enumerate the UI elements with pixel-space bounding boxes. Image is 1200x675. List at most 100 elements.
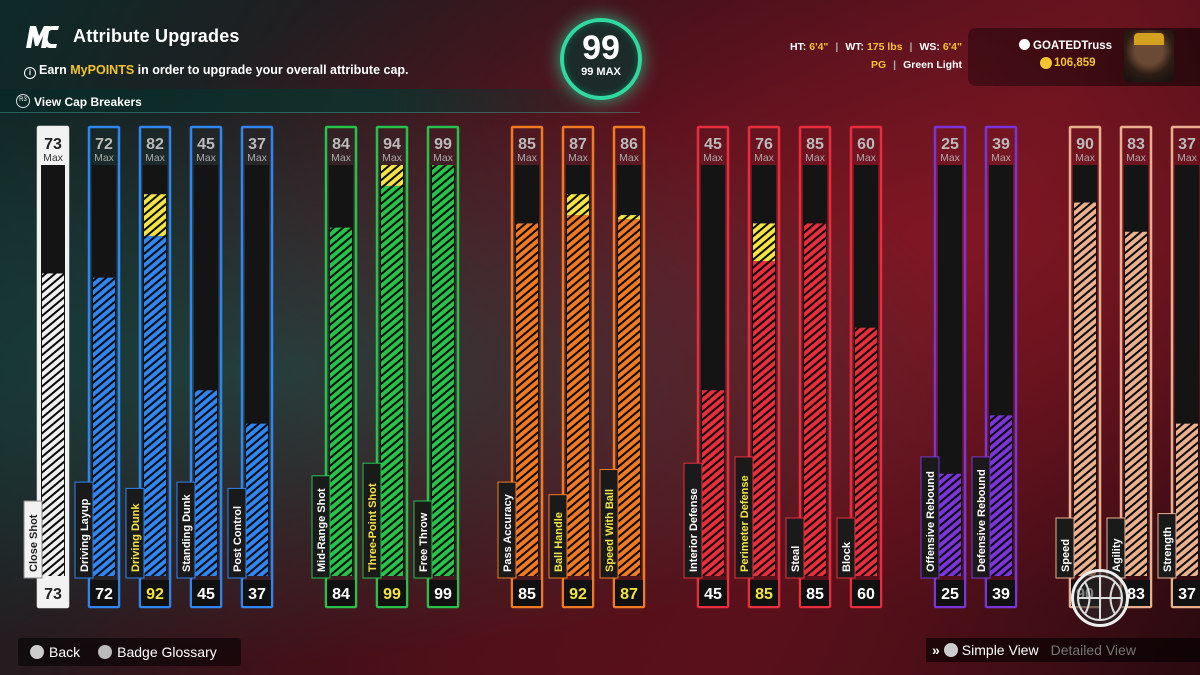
bar-max-label: Max (1177, 152, 1198, 164)
bar-max-label: Max (568, 152, 589, 164)
overall-max-label: 99 MAX (581, 66, 621, 78)
simple-view-button[interactable]: Simple View (961, 642, 1039, 658)
basketball-icon (1071, 569, 1129, 627)
bar-frame (933, 125, 967, 609)
bar-frame (510, 125, 544, 609)
bar-max-label: Max (433, 152, 454, 164)
bar-upgrade-fill (567, 194, 589, 216)
bar-fill (567, 215, 589, 576)
bar-value-box (987, 580, 1015, 606)
square-button-icon (98, 645, 113, 659)
bar-value-box (615, 580, 643, 606)
bar-current-value: 85 (518, 586, 536, 603)
bar-frame (240, 125, 274, 609)
badge-glossary-button[interactable]: Badge Glossary (98, 644, 217, 660)
footer-controls: Back Badge Glossary (18, 638, 241, 666)
bar-attribute-name: Ball Handle (553, 512, 565, 572)
bar-label-tab (362, 462, 382, 579)
bar-current-value: 45 (704, 586, 722, 603)
earn-instructions: i Earn MyPOINTS in order to upgrade your … (24, 63, 409, 79)
bar-max-value: 39 (992, 136, 1010, 153)
bar-value-box (243, 580, 271, 606)
bar-max-value: 37 (1178, 136, 1196, 153)
bar-max-value: 90 (1076, 136, 1094, 153)
bar-max-label: Max (517, 152, 538, 164)
bar-max-label: Max (1126, 152, 1147, 164)
cap-breakers-bar[interactable] (0, 89, 640, 113)
bar-fill (804, 223, 826, 576)
bar-current-value: 83 (1127, 586, 1145, 603)
bar-value-box (39, 580, 67, 606)
bar-max-value: 72 (95, 136, 113, 153)
bar-max-label: Max (382, 152, 403, 164)
bar-attribute-name: Interior Defense (688, 488, 700, 572)
bar-attribute-name: Three-Point Shot (367, 483, 379, 572)
bar-fill (1074, 202, 1096, 576)
bar-max-label: Max (145, 152, 166, 164)
bar-current-value: 60 (857, 586, 875, 603)
bar-attribute-name: Standing Dunk (181, 494, 193, 572)
bar-frame (138, 125, 172, 609)
detailed-view-button[interactable]: Detailed View (1050, 642, 1136, 658)
attribute-bar-speed[interactable]: 90Max90Speed (1055, 125, 1102, 609)
bar-max-value: 83 (1127, 136, 1145, 153)
bar-value-box (141, 580, 169, 606)
gamertag: GOATEDTruss (1019, 39, 1112, 52)
bar-max-value: 99 (434, 136, 452, 153)
bar-current-value: 37 (1178, 586, 1196, 603)
bar-frame (696, 125, 730, 609)
bar-value-box (936, 580, 964, 606)
bar-value-box (90, 580, 118, 606)
bar-fill (1176, 423, 1198, 576)
page-title: Attribute Upgrades (73, 26, 240, 46)
bar-fill (246, 423, 268, 576)
bar-current-value: 85 (755, 586, 773, 603)
bar-frame (612, 125, 646, 609)
jumpshot-value: Green Light (903, 59, 962, 71)
bar-label-tab (920, 456, 940, 579)
bar-fill (381, 185, 403, 576)
bar-max-value: 37 (248, 136, 266, 153)
bar-label-tab (734, 456, 754, 579)
bar-frame (1170, 125, 1200, 609)
bar-attribute-name: Pass Accuracy (502, 493, 514, 572)
playstation-icon (1019, 39, 1030, 50)
bar-attribute-name: Driving Layup (79, 498, 91, 572)
bar-frame (1119, 125, 1153, 609)
bar-max-label: Max (940, 152, 961, 164)
bar-max-label: Max (43, 152, 64, 164)
bar-attribute-name: Block (841, 541, 853, 572)
bar-current-value: 37 (248, 586, 266, 603)
bar-label-tab (836, 517, 856, 579)
back-button[interactable]: Back (30, 644, 80, 660)
bar-frame (984, 125, 1018, 609)
bar-label-tab (548, 494, 568, 579)
bar-upgrade-fill (753, 223, 775, 261)
circle-button-icon (30, 645, 44, 659)
view-cap-breakers-button[interactable]: View Cap Breakers (34, 95, 142, 109)
mypoints-highlight: MyPOINTS (70, 63, 135, 77)
bar-current-value: 39 (992, 586, 1010, 603)
bar-attribute-name: Defensive Rebound (976, 469, 988, 572)
bar-current-value: 45 (197, 586, 215, 603)
mycareer-logo (26, 26, 59, 48)
